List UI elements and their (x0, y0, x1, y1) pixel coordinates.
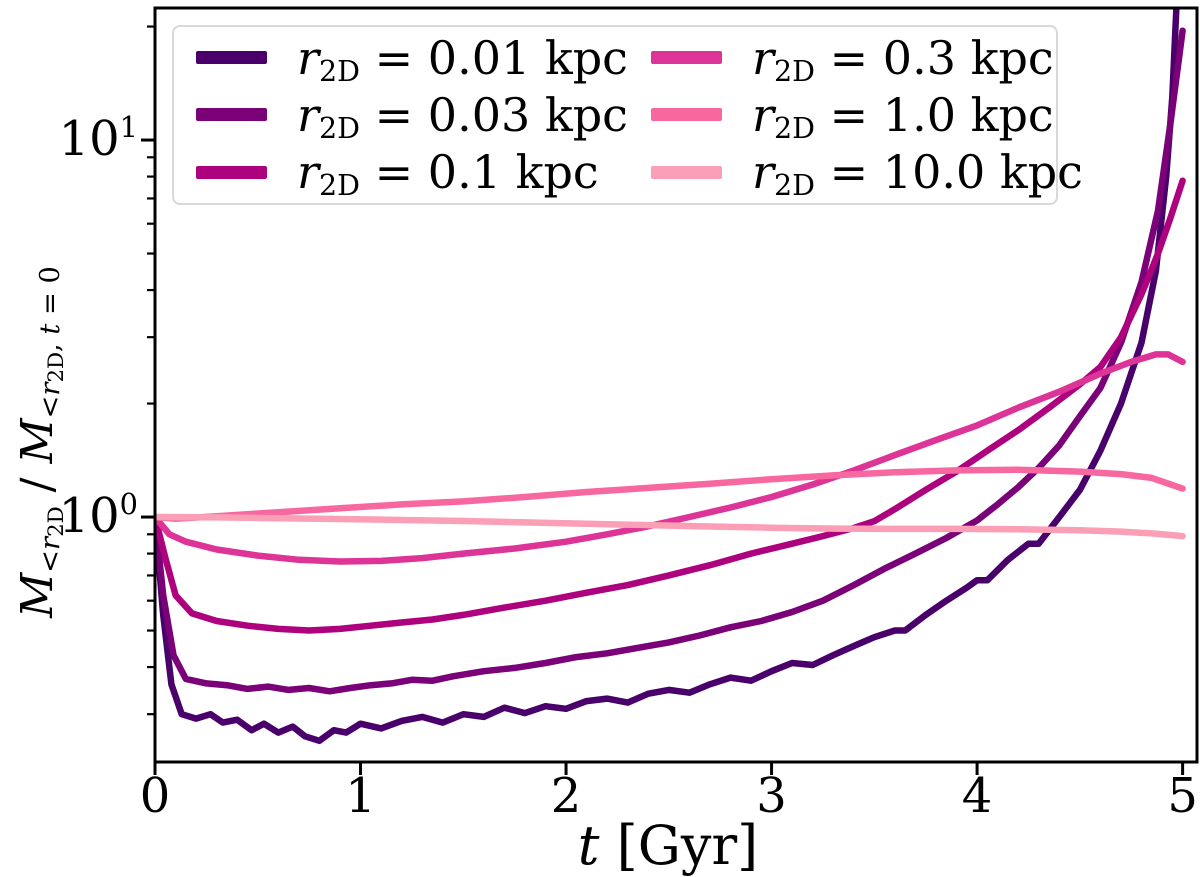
curve-r2d-0.03-kpc (155, 27, 1186, 695)
legend-line-swatch (196, 108, 267, 122)
legend-item-6: r2D = 10.0 kpc (629, 145, 1083, 203)
y-tick-label-10e1: 101 (58, 110, 138, 168)
legend-item-5: r2D = 1.0 kpc (629, 87, 1083, 146)
legend-label: r2D = 1.0 kpc (752, 87, 1054, 146)
y-axis-label-lt1: < (34, 549, 66, 573)
x-axis-label-var: t (577, 814, 600, 877)
legend-line-swatch (651, 165, 722, 179)
y-axis-label-m2: M (11, 418, 63, 464)
legend-label: r2D = 10.0 kpc (752, 145, 1083, 203)
y-tick-label-10e0: 100 (58, 487, 138, 545)
legend-item-1: r2D = 0.01 kpc (174, 30, 629, 88)
legend-box: r2D = 0.01 kpc r2D = 0.03 kpc r2D = 0.1 kp… (172, 25, 1083, 205)
curve-r2d-10-kpc (155, 513, 1186, 540)
legend-label: r2D = 0.3 kpc (752, 30, 1054, 88)
legend-line-swatch (196, 165, 267, 179)
legend-label: r2D = 0.1 kpc (297, 145, 599, 203)
legend-item-3: r2D = 0.1 kpc (174, 145, 629, 203)
curve-r2d-0.01-kpc (155, 8, 1180, 745)
legend-label: r2D = 0.03 kpc (297, 87, 628, 146)
legend-item-2: r2D = 0.03 kpc (174, 87, 629, 146)
y-axis-label-2d1: 2D (43, 506, 69, 537)
legend-line-swatch (651, 108, 722, 122)
curve-r2d-1-kpc (155, 466, 1186, 522)
x-tick-label-1: 1 (345, 768, 376, 824)
x-axis-label-unit: [Gyr] (599, 814, 759, 877)
x-tick-label-5: 5 (1167, 768, 1198, 824)
y-axis-label-r2: r (34, 382, 66, 396)
y-axis-label-slash: / (11, 463, 63, 507)
legend-item-4: r2D = 0.3 kpc (629, 30, 1083, 88)
legend-line-swatch (651, 51, 722, 65)
y-axis-label-r1: r (34, 536, 66, 550)
legend-label: r2D = 0.01 kpc (297, 30, 628, 88)
axes-frame (153, 6, 1199, 764)
x-tick-label-4: 4 (961, 768, 993, 824)
y-axis-label-lt2: < (34, 395, 66, 419)
x-tick-label-0: 0 (139, 768, 171, 824)
y-axis-label-t: t (34, 323, 66, 335)
x-axis-label: t [Gyr] (578, 816, 758, 875)
y-axis-label-comma: , (34, 334, 66, 352)
legend-line-swatch (196, 51, 267, 65)
y-axis-label: M<r2D / M<r2D, t = 0 (11, 266, 69, 618)
x-tick-label-3: 3 (756, 768, 787, 824)
curve-r2d-0.3-kpc (155, 351, 1186, 565)
y-axis-label-2d2: 2D (43, 351, 69, 383)
x-tick-label-2: 2 (550, 768, 582, 824)
y-axis-label-m1: M (11, 572, 63, 618)
curves-group (155, 8, 1186, 745)
y-axis-label-eq0: = 0 (34, 266, 66, 324)
